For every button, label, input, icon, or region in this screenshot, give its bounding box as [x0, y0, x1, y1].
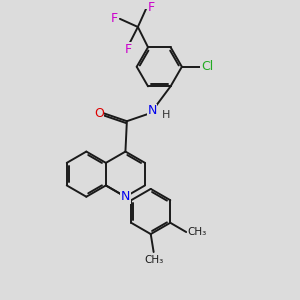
- Text: H: H: [161, 110, 170, 119]
- Text: F: F: [148, 1, 155, 14]
- Text: F: F: [125, 43, 132, 56]
- Text: N: N: [147, 104, 157, 117]
- Text: O: O: [94, 106, 104, 120]
- Text: N: N: [121, 190, 130, 203]
- Text: CH₃: CH₃: [144, 255, 163, 265]
- Text: CH₃: CH₃: [188, 227, 207, 237]
- Text: F: F: [111, 12, 118, 26]
- Text: Cl: Cl: [201, 60, 213, 73]
